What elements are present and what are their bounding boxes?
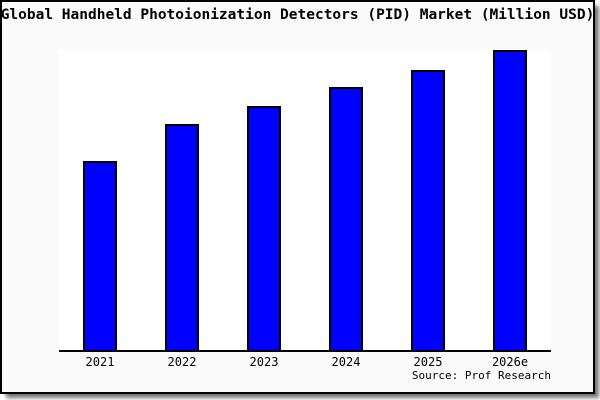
- bar-slot-2024: [305, 49, 387, 350]
- x-axis-labels: 2021 2022 2023 2024 2025 2026e: [59, 355, 551, 369]
- bar-slot-2022: [141, 49, 223, 350]
- x-tick-label-2024: 2024: [331, 355, 361, 369]
- bar-2025: [411, 69, 445, 350]
- bar-slot-2021: [59, 49, 141, 350]
- plot-area: [59, 49, 551, 352]
- bar-2023: [247, 105, 281, 350]
- bar-2022: [165, 124, 199, 350]
- x-tick-label-2021: 2021: [85, 355, 115, 369]
- bar-2026e: [493, 50, 527, 350]
- source-note: Source: Prof Research: [411, 369, 551, 382]
- bar-slot-2026e: [469, 49, 551, 350]
- x-tick-label-2022: 2022: [167, 355, 197, 369]
- x-tick-label-2023: 2023: [249, 355, 279, 369]
- bar-2021: [83, 161, 117, 350]
- bar-2024: [329, 86, 363, 350]
- x-tick-label-2025: 2025: [413, 355, 443, 369]
- bar-slot-2025: [387, 49, 469, 350]
- chart-title: Global Handheld Photoionization Detector…: [0, 7, 595, 23]
- chart-frame: Global Handheld Photoionization Detector…: [0, 0, 595, 394]
- bar-slot-2023: [223, 49, 305, 350]
- x-tick-label-2026e: 2026e: [491, 355, 529, 369]
